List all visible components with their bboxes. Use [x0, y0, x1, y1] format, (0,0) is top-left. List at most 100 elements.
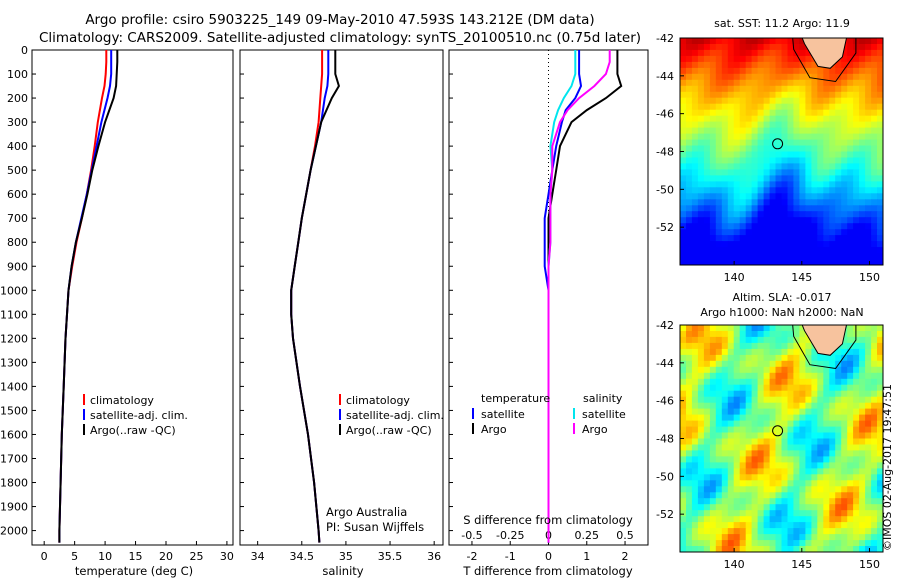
sst-map-cell	[823, 211, 830, 218]
sla-map-cell	[715, 414, 723, 422]
sla-map-cell	[871, 342, 878, 350]
sst-map-cell	[841, 235, 848, 242]
sla-map-cell	[769, 450, 777, 457]
sst-map-cell	[745, 133, 753, 141]
sst-map-cell	[871, 139, 878, 147]
sst-map-cell	[781, 241, 789, 248]
sla-map-cell	[691, 396, 699, 404]
sla-map-cell	[799, 396, 806, 404]
sst-map-cell	[835, 193, 842, 200]
sla-map-cell	[763, 546, 771, 552]
sla-map-cell	[829, 384, 836, 392]
sla-map-cell	[745, 438, 753, 446]
sla-map-cell	[799, 426, 806, 434]
sst-map-cell	[877, 169, 883, 176]
sst-map-cell	[817, 175, 824, 182]
sst-map-cell	[799, 229, 806, 236]
sla-map-cell	[811, 528, 818, 535]
sst-map-cell	[745, 205, 753, 212]
sst-map-cell	[697, 133, 705, 141]
sla-map-cell	[811, 540, 818, 547]
sla-map-cell	[733, 528, 741, 535]
sla-map-cell	[733, 390, 741, 398]
sst-map-cell	[817, 127, 824, 135]
sla-map-cell	[847, 331, 854, 338]
sla-map-cell	[811, 498, 818, 505]
sst-map-cell	[709, 121, 717, 129]
sla-map-cell	[835, 492, 842, 499]
sla-map-cell	[757, 474, 765, 481]
sla-map-cell	[703, 492, 711, 499]
sla-map-cell	[829, 546, 836, 552]
sla-map-cell	[715, 486, 723, 493]
sst-map-cell	[871, 103, 878, 111]
sst-map-cell	[787, 187, 795, 194]
sst-map-cell	[877, 145, 883, 153]
sst-map-cell	[739, 103, 747, 111]
sst-map-cell	[680, 121, 687, 129]
sst-map-cell	[847, 199, 854, 206]
sst-map-cell	[877, 193, 883, 200]
sla-map-cell	[697, 366, 705, 374]
sst-map-cell	[769, 38, 777, 45]
sla-map-cell	[799, 360, 806, 368]
sst-map-cell	[817, 145, 824, 153]
sla-map-cell	[823, 534, 830, 541]
sst-map-cell	[697, 73, 705, 81]
sst-map-cell	[817, 199, 824, 206]
sst-map-cell	[829, 151, 836, 159]
sla-map-cell	[787, 546, 795, 552]
sst-map-cell	[703, 97, 711, 105]
sst-map-cell	[835, 121, 842, 129]
sst-map-cell	[709, 187, 717, 194]
sst-map-cell	[715, 79, 723, 87]
sla-map-cell	[841, 384, 848, 392]
sla-map-cell	[811, 486, 818, 493]
sst-map-cell	[703, 79, 711, 87]
sst-map-cell	[817, 253, 824, 260]
sla-map-cell	[691, 528, 699, 535]
sst-map-cell	[835, 247, 842, 254]
sla-map-cell	[841, 450, 848, 457]
sla-map-cell	[775, 510, 783, 517]
sla-map-cell	[697, 325, 705, 332]
sst-map-cell	[787, 241, 795, 248]
sst-map-cell	[853, 235, 860, 242]
sla-map-cell	[781, 510, 789, 517]
sla-map-cell	[739, 444, 747, 452]
sst-map-cell	[775, 229, 783, 236]
sla-map-cell	[751, 420, 759, 428]
sla-map-cell	[805, 426, 812, 434]
difference-xlabel-bottom: T difference from climatology	[462, 564, 633, 578]
sst-map-cell	[709, 181, 717, 188]
sla-map-cell	[709, 378, 717, 386]
sla-map-cell	[865, 510, 872, 517]
sla-map-cell	[751, 516, 759, 523]
sla-map-cell	[841, 492, 848, 499]
sla-map-cell	[709, 522, 717, 529]
sst-map-cell	[781, 211, 789, 218]
sst-map-cell	[745, 91, 753, 99]
sla-map-cell	[739, 510, 747, 517]
sla-map-cell	[793, 486, 800, 493]
sla-map-cell	[680, 474, 687, 481]
sla-map-cell	[835, 468, 842, 475]
sst-map-lat-tick-label: -52	[656, 221, 674, 234]
sst-map-cell	[697, 175, 705, 182]
sla-map-cell	[745, 540, 753, 547]
sla-map-cell	[691, 480, 699, 487]
sla-map-cell	[787, 438, 795, 446]
sla-map-cell	[721, 348, 729, 356]
sst-map-cell	[763, 151, 771, 159]
sst-map-cell	[691, 169, 699, 176]
sst-map-cell	[703, 193, 711, 200]
sst-map-cell	[691, 199, 699, 206]
sst-map-cell	[739, 259, 747, 265]
sla-map-cell	[853, 378, 860, 386]
sst-map-cell	[805, 91, 812, 99]
sla-map-cell	[805, 498, 812, 505]
sla-map-cell	[709, 480, 717, 487]
sst-map-cell	[686, 199, 693, 206]
sla-map-cell	[829, 516, 836, 523]
sla-map-cell	[733, 438, 741, 446]
